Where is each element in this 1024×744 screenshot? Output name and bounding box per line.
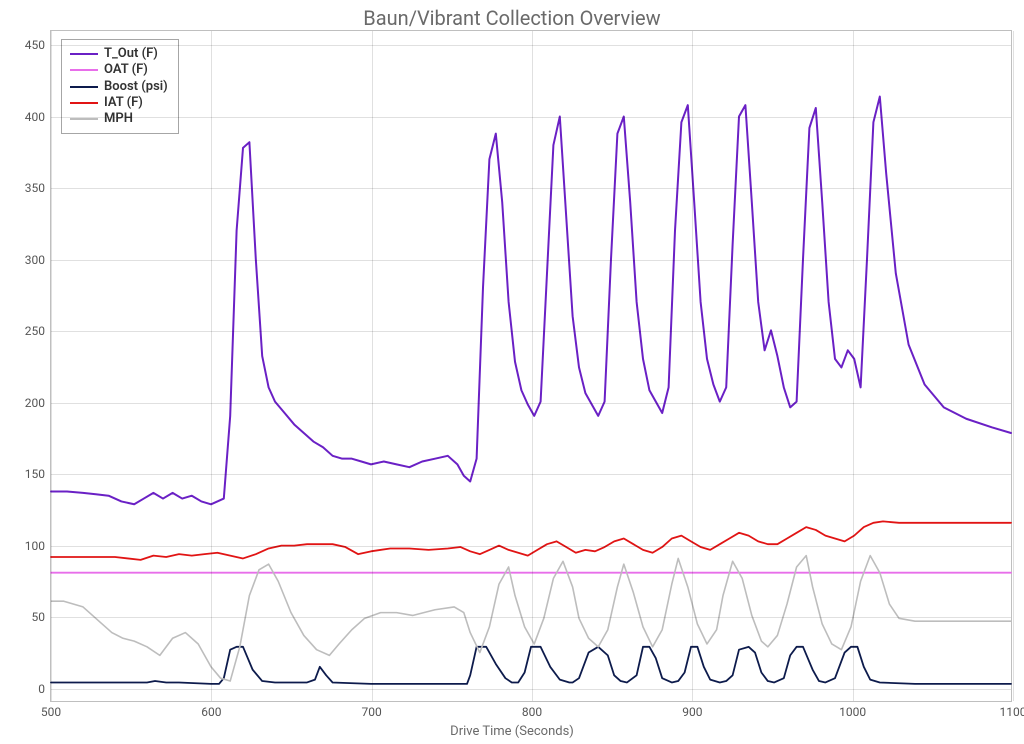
y-tick-label: 350 xyxy=(25,181,51,195)
gridline-vertical xyxy=(372,31,373,701)
y-tick-label: 250 xyxy=(25,324,51,338)
gridline-horizontal xyxy=(51,45,1011,46)
legend-swatch xyxy=(70,102,98,104)
series-svg xyxy=(51,31,1011,701)
x-tick-label: 600 xyxy=(201,701,221,719)
legend-item: MPH xyxy=(70,111,168,127)
legend-item: Boost (psi) xyxy=(70,79,168,95)
legend-item: IAT (F) xyxy=(70,95,168,111)
gridline-horizontal xyxy=(51,117,1011,118)
gridline-horizontal xyxy=(51,188,1011,189)
gridline-horizontal xyxy=(51,331,1011,332)
legend-swatch xyxy=(70,69,98,71)
gridline-horizontal xyxy=(51,474,1011,475)
legend-item: OAT (F) xyxy=(70,62,168,78)
gridline-vertical xyxy=(532,31,533,701)
gridline-horizontal xyxy=(51,403,1011,404)
y-tick-label: 300 xyxy=(25,253,51,267)
series-line xyxy=(51,97,1011,505)
gridline-horizontal xyxy=(51,546,1011,547)
gridline-horizontal xyxy=(51,689,1011,690)
y-tick-label: 50 xyxy=(32,610,52,624)
x-tick-label: 800 xyxy=(522,701,542,719)
legend: T_Out (F)OAT (F)Boost (psi)IAT (F)MPH xyxy=(61,39,179,134)
gridline-horizontal xyxy=(51,617,1011,618)
y-tick-label: 200 xyxy=(25,396,51,410)
legend-swatch xyxy=(70,86,98,88)
series-line xyxy=(51,647,1011,684)
legend-label: MPH xyxy=(104,111,133,127)
legend-label: T_Out (F) xyxy=(104,46,158,62)
x-tick-label: 500 xyxy=(41,701,61,719)
legend-label: Boost (psi) xyxy=(104,79,168,95)
legend-item: T_Out (F) xyxy=(70,46,168,62)
chart-title: Baun/Vibrant Collection Overview xyxy=(0,6,1024,30)
x-tick-label: 1000 xyxy=(839,701,866,719)
gridline-vertical xyxy=(853,31,854,701)
gridline-vertical xyxy=(1013,31,1014,701)
series-line xyxy=(51,521,1011,559)
x-axis-label: Drive Time (Seconds) xyxy=(0,724,1024,739)
y-tick-label: 150 xyxy=(25,467,51,481)
legend-swatch xyxy=(70,118,98,120)
y-tick-label: 0 xyxy=(38,682,51,696)
y-tick-label: 400 xyxy=(25,110,51,124)
legend-label: IAT (F) xyxy=(104,95,143,111)
legend-swatch xyxy=(70,53,98,55)
plot-area: T_Out (F)OAT (F)Boost (psi)IAT (F)MPH 05… xyxy=(50,30,1012,702)
gridline-vertical xyxy=(211,31,212,701)
chart-container: Baun/Vibrant Collection Overview T_Out (… xyxy=(0,0,1024,744)
y-tick-label: 100 xyxy=(25,539,51,553)
gridline-vertical xyxy=(51,31,52,701)
x-tick-label: 700 xyxy=(362,701,382,719)
y-tick-label: 450 xyxy=(25,38,51,52)
legend-label: OAT (F) xyxy=(104,62,148,78)
gridline-horizontal xyxy=(51,260,1011,261)
x-tick-label: 900 xyxy=(682,701,702,719)
gridline-vertical xyxy=(692,31,693,701)
x-tick-label: 1100 xyxy=(1000,701,1024,719)
series-line xyxy=(51,556,1011,681)
